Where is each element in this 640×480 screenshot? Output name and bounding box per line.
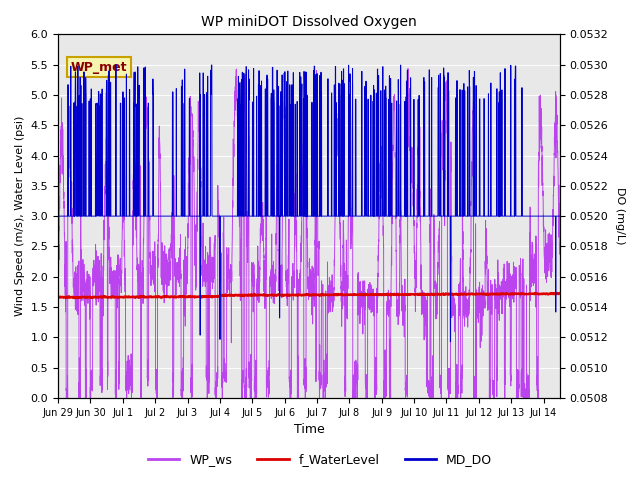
Text: WP_met: WP_met <box>70 60 127 74</box>
Y-axis label: Wind Speed (m/s), Water Level (psi): Wind Speed (m/s), Water Level (psi) <box>15 116 25 316</box>
Title: WP miniDOT Dissolved Oxygen: WP miniDOT Dissolved Oxygen <box>201 15 417 29</box>
Y-axis label: DO (mg/L): DO (mg/L) <box>615 187 625 245</box>
Legend: WP_ws, f_WaterLevel, MD_DO: WP_ws, f_WaterLevel, MD_DO <box>143 448 497 471</box>
X-axis label: Time: Time <box>294 423 324 436</box>
